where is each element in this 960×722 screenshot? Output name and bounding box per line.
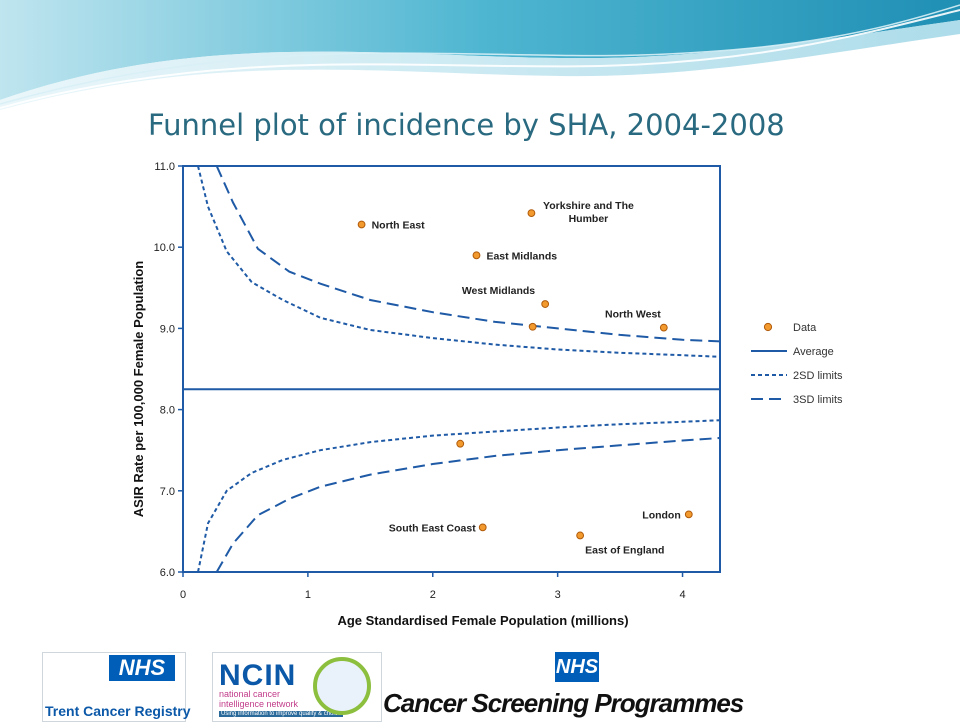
ncin-subtitle: national cancer intelligence network xyxy=(219,689,298,709)
data-point-label: London xyxy=(642,509,680,521)
y-tick-label: 9.0 xyxy=(160,323,175,335)
data-point xyxy=(528,322,537,331)
data-point xyxy=(541,300,550,308)
data-point-label: North West xyxy=(605,309,661,321)
x-axis-label: Age Standardised Female Population (mill… xyxy=(337,613,628,628)
data-point-label-line: Yorkshire and The xyxy=(543,200,634,212)
funnel-plot: 6.0 7.0 8.0 9.0 10.0 11.0 0 1 2 3 4 North East Yorks… xyxy=(103,146,866,646)
3sd-limit-lower xyxy=(215,437,720,572)
data-point-label: North East xyxy=(372,219,426,231)
x-tick-label: 1 xyxy=(305,589,311,601)
ncin-wordmark: NCIN xyxy=(219,659,297,692)
data-point-label: Yorkshire and The Humber xyxy=(543,200,634,225)
data-point xyxy=(659,323,668,332)
y-tick-label: 10.0 xyxy=(154,242,175,254)
ncin-subtitle-line2: intelligence network xyxy=(219,699,299,709)
data-point-label: South East Coast xyxy=(389,522,476,534)
nhs-logo: NHS xyxy=(109,655,175,681)
x-tick-label: 4 xyxy=(679,589,685,601)
slide-title: Funnel plot of incidence by SHA, 2004-20… xyxy=(148,108,785,142)
legend-marker-data xyxy=(763,322,773,332)
data-point xyxy=(576,531,585,540)
trent-cancer-registry-logo: NHS Trent Cancer Registry xyxy=(42,652,191,722)
data-point-label: West Midlands xyxy=(462,285,535,297)
x-tick-label: 2 xyxy=(430,589,436,601)
y-tick-label: 11.0 xyxy=(154,161,175,173)
y-tick-label: 8.0 xyxy=(160,405,175,417)
legend-label: 3SD limits xyxy=(793,394,843,406)
ncin-globe-icon xyxy=(313,657,371,715)
ncin-logo: NCIN national cancer intelligence networ… xyxy=(212,652,382,722)
data-point xyxy=(472,251,481,260)
y-tick-label: 6.0 xyxy=(160,567,175,579)
data-point-label: East Midlands xyxy=(486,250,557,262)
y-axis-label: ASIR Rate per 100,000 Female Population xyxy=(131,261,146,518)
3sd-limit-upper xyxy=(215,166,720,343)
csp-text: Cancer Screening Programmes xyxy=(383,688,744,718)
legend-label: Average xyxy=(793,346,834,358)
data-point xyxy=(478,523,487,532)
data-point xyxy=(684,510,693,519)
data-point xyxy=(456,439,465,448)
plot-frame xyxy=(182,165,721,573)
data-point-label: East of England xyxy=(585,544,664,556)
data-point xyxy=(527,209,536,217)
legend-label: Data xyxy=(793,322,817,334)
x-tick-label: 0 xyxy=(180,589,186,601)
x-tick-label: 3 xyxy=(555,589,561,601)
legend-label: 2SD limits xyxy=(793,370,843,382)
ncin-subtitle-line1: national cancer xyxy=(219,689,281,699)
2sd-limit-lower xyxy=(197,419,720,572)
data-point xyxy=(357,220,366,229)
data-point-label-line: Humber xyxy=(569,213,609,225)
cancer-screening-programmes-logo: NHS Cancer Screening Programmes xyxy=(383,650,744,720)
limit-curves xyxy=(197,166,720,572)
chart-background xyxy=(103,146,866,646)
y-tick-label: 7.0 xyxy=(160,486,175,498)
trent-text: Trent Cancer Registry xyxy=(45,703,191,719)
ncin-tagline: Using information to improve quality & c… xyxy=(219,711,344,717)
nhs-logo-small: NHS xyxy=(555,652,599,682)
